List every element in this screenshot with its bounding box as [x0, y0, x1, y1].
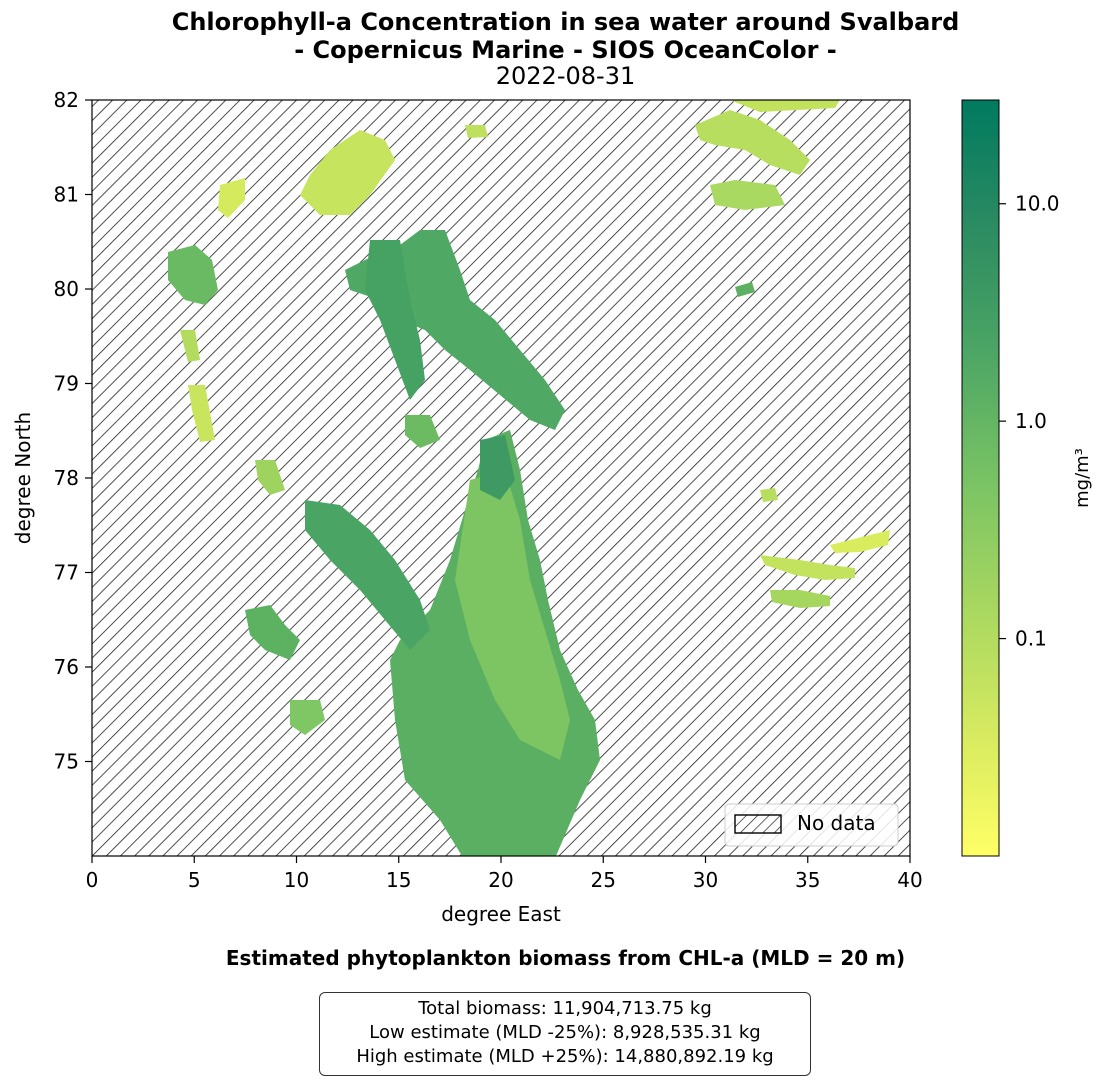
x-axis: 0 5 10 15 20 25 30 35 40	[86, 856, 923, 892]
data-region-scatter-6	[188, 385, 215, 442]
chart-title-line1: Chlorophyll-a Concentration in sea water…	[171, 8, 960, 36]
data-region-north-cluster	[300, 130, 395, 215]
y-tick-label: 79	[54, 372, 79, 396]
biomass-total: Total biomass: 11,904,713.75 kg	[418, 998, 712, 1019]
data-region-east-2	[760, 555, 855, 580]
colorbar-tick-label: 10.0	[1015, 192, 1060, 216]
colorbar-gradient	[961, 99, 1000, 857]
data-region-northeast	[695, 110, 810, 175]
y-axis: 75 76 77 78 79 80 81 82	[54, 88, 92, 774]
y-tick-label: 82	[54, 88, 79, 112]
colorbar-label: mg/m³	[1072, 448, 1093, 508]
colorbar-tick-label: 1.0	[1015, 409, 1047, 433]
data-region-scatter-5	[180, 330, 200, 362]
y-axis-label: degree North	[11, 412, 35, 544]
x-axis-label: degree East	[441, 902, 561, 926]
data-region-shelf-dark	[480, 435, 515, 500]
chlorophyll-field	[168, 100, 890, 856]
x-tick-label: 35	[795, 868, 820, 892]
data-region-northeast-2	[710, 180, 785, 210]
data-region-northwest	[168, 245, 218, 305]
y-tick-label: 80	[54, 277, 79, 301]
data-region-north-cluster-2	[218, 178, 245, 218]
legend: No data	[724, 803, 899, 847]
colorbar: 0.1 1.0 10.0 mg/m³	[961, 99, 1093, 857]
data-region-ne-small	[735, 282, 755, 297]
colorbar-tick-label: 0.1	[1015, 627, 1047, 651]
data-region-scatter-4	[405, 415, 440, 448]
y-tick-label: 81	[54, 183, 79, 207]
y-tick-label: 77	[54, 561, 79, 585]
x-tick-label: 10	[284, 868, 309, 892]
biomass-summary-box: Total biomass: 11,904,713.75 kg Low esti…	[319, 992, 811, 1076]
data-region-northeast-top	[730, 100, 840, 112]
data-region-east-small	[760, 488, 778, 502]
data-region-north-small	[465, 125, 488, 138]
biomass-low-estimate: Low estimate (MLD -25%): 8,928,535.31 kg	[369, 1022, 761, 1043]
data-region-scatter-2	[290, 700, 325, 735]
x-tick-label: 40	[897, 868, 922, 892]
biomass-high-estimate: High estimate (MLD +25%): 14,880,892.19 …	[356, 1046, 774, 1067]
data-region-scatter-1	[245, 605, 300, 660]
chart-title-line2: - Copernicus Marine - SIOS OceanColor -	[294, 36, 837, 64]
x-tick-label: 30	[693, 868, 718, 892]
y-tick-label: 78	[54, 466, 79, 490]
data-region-east-3	[830, 530, 890, 553]
biomass-title: Estimated phytoplankton biomass from CHL…	[225, 946, 906, 970]
x-tick-label: 5	[188, 868, 201, 892]
chart-date: 2022-08-31	[495, 62, 636, 90]
x-tick-label: 15	[386, 868, 411, 892]
data-region-east	[770, 590, 830, 608]
data-region-mid-west	[305, 500, 430, 650]
y-tick-label: 75	[54, 750, 79, 774]
legend-no-data-label: No data	[797, 811, 876, 835]
x-tick-label: 0	[86, 868, 99, 892]
data-region-north-arm-west	[365, 240, 425, 400]
legend-no-data-swatch	[734, 814, 782, 834]
colorbar-ticks: 0.1 1.0 10.0	[999, 192, 1060, 651]
data-region-scatter-3	[255, 460, 285, 495]
x-tick-label: 25	[591, 868, 616, 892]
x-tick-label: 20	[488, 868, 513, 892]
y-tick-label: 76	[54, 655, 79, 679]
data-region-shelf-light	[455, 470, 570, 760]
